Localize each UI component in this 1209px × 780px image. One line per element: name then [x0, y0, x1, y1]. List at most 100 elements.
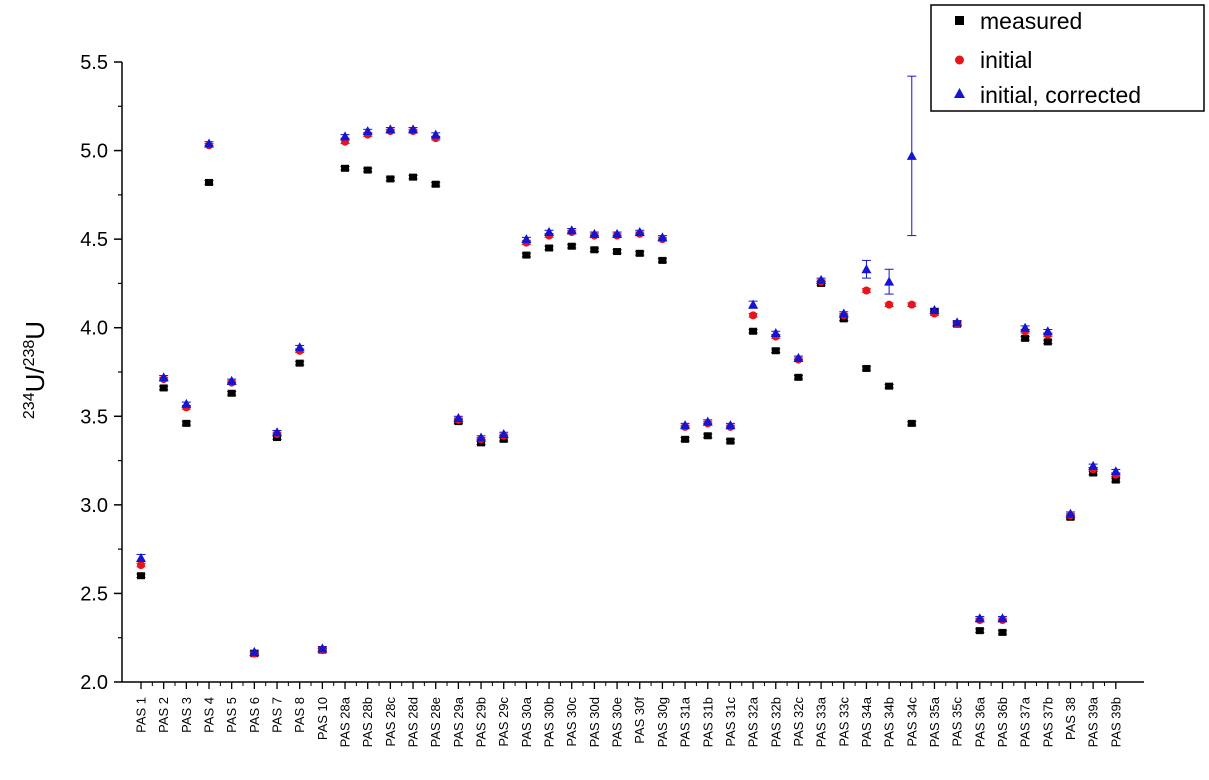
point-initial-corrected: [521, 234, 532, 244]
point-measured: [227, 389, 236, 397]
point-measured: [1043, 338, 1052, 346]
point-measured: [1111, 476, 1120, 484]
x-tick-label: PAS 29b: [474, 697, 489, 747]
point-measured: [681, 435, 690, 443]
point-measured: [998, 628, 1007, 636]
point-measured: [386, 175, 395, 183]
point-initial-corrected: [294, 342, 305, 352]
point-initial-corrected: [612, 228, 623, 238]
x-tick-label: PAS 30g: [655, 697, 670, 747]
x-tick-label: PAS 36b: [995, 697, 1010, 747]
x-tick-label: PAS 32a: [746, 696, 761, 747]
x-tick-label: PAS 29a: [451, 696, 466, 747]
y-axis-title-base2: U: [20, 321, 50, 340]
x-tick-label: PAS 28d: [406, 697, 421, 747]
error-bars: [136, 75, 1121, 656]
y-axis-ticks: 2.0 2.5 3.0 3.5 4.0 4.5 5.0 5.5: [80, 52, 122, 694]
axes: [121, 62, 1144, 683]
x-tick-label: PAS 35a: [927, 696, 942, 747]
point-initial-corrected: [838, 308, 849, 318]
point-measured: [545, 244, 554, 252]
x-tick-label: PAS 34b: [882, 697, 897, 747]
point-measured: [613, 248, 622, 256]
point-initial-corrected: [906, 150, 917, 160]
point-measured: [431, 180, 440, 188]
point-initial-corrected: [1020, 322, 1031, 332]
point-measured: [522, 251, 531, 259]
point-measured: [137, 572, 145, 580]
x-tick-label: PAS 32c: [791, 697, 806, 747]
point-measured: [771, 347, 780, 355]
x-tick-label: PAS 28a: [338, 696, 353, 747]
point-initial-corrected: [702, 416, 713, 426]
point-initial-corrected: [861, 264, 872, 274]
point-initial-corrected: [816, 274, 827, 284]
point-initial-corrected: [748, 299, 759, 309]
x-tick-label: PAS 35c: [950, 697, 965, 747]
x-tick-label: PAS 32b: [768, 697, 783, 747]
point-initial-corrected: [408, 124, 419, 134]
point-initial-corrected: [544, 227, 555, 237]
point-initial: [907, 300, 916, 309]
x-tick-label: PAS 37b: [1040, 697, 1055, 747]
x-tick-label: PAS 4: [202, 697, 217, 733]
point-measured: [907, 419, 916, 427]
x-tick-label: PAS 5: [224, 697, 239, 733]
point-measured: [567, 242, 576, 250]
point-initial-corrected: [725, 420, 736, 430]
point-initial-corrected: [204, 138, 215, 148]
point-initial: [749, 311, 758, 320]
point-measured: [885, 382, 894, 390]
point-initial-corrected: [1042, 326, 1053, 336]
point-initial-corrected: [158, 372, 169, 382]
point-initial-corrected: [340, 131, 351, 141]
point-initial-corrected: [362, 126, 373, 136]
point-initial-corrected: [952, 317, 963, 327]
x-tick-label: PAS 1: [134, 697, 149, 733]
x-tick-label: PAS 33a: [814, 696, 829, 747]
point-measured: [409, 173, 418, 181]
point-measured: [726, 437, 735, 445]
x-tick-label: PAS 31c: [723, 697, 738, 747]
legend-label-measured: measured: [980, 8, 1082, 34]
x-tick-label: PAS 30b: [542, 697, 557, 747]
legend-marker-measured: [955, 16, 964, 25]
point-initial-corrected: [929, 305, 940, 314]
point-initial-corrected: [476, 432, 487, 442]
y-axis-title: 234U/238U: [20, 321, 50, 419]
x-tick-label: PAS 34c: [904, 697, 919, 747]
x-tick-label: PAS 36a: [972, 696, 987, 747]
legend-box: [930, 4, 1205, 112]
legend: measured initial initial, corrected: [930, 4, 1205, 112]
point-initial: [862, 286, 871, 295]
point-initial-corrected: [589, 228, 600, 238]
x-tick-label: PAS 38: [1063, 697, 1078, 740]
point-measured: [975, 627, 984, 635]
x-tick-label: PAS 34a: [859, 696, 874, 747]
point-initial-corrected: [634, 227, 645, 237]
x-tick-label: PAS 30e: [610, 697, 625, 747]
point-initial-corrected: [997, 613, 1008, 623]
x-tick-label: PAS 30d: [587, 697, 602, 747]
y-tick-label: 4.0: [80, 318, 108, 340]
legend-marker-initial-corrected: [954, 88, 965, 98]
point-initial-corrected: [272, 427, 283, 437]
y-axis-title-base1: U/: [20, 366, 50, 393]
point-initial-corrected: [974, 613, 985, 623]
x-tick-label: PAS 28c: [383, 697, 398, 747]
point-initial-corrected: [566, 225, 577, 235]
point-initial-corrected: [793, 352, 804, 362]
point-measured: [635, 249, 644, 257]
point-initial-corrected: [136, 553, 146, 562]
point-initial: [885, 300, 894, 309]
x-tick-label: PAS 30c: [564, 697, 579, 747]
x-tick-label: PAS 8: [292, 697, 307, 733]
y-tick-label: 2.0: [80, 672, 108, 694]
x-tick-label: PAS 7: [270, 697, 285, 733]
point-initial-corrected: [249, 646, 260, 656]
y-tick-label: 4.5: [80, 229, 108, 251]
x-tick-label: PAS 28b: [360, 697, 375, 747]
point-measured: [205, 178, 214, 186]
y-axis-title-sup2: 238: [21, 340, 38, 367]
point-initial-corrected: [385, 124, 396, 134]
